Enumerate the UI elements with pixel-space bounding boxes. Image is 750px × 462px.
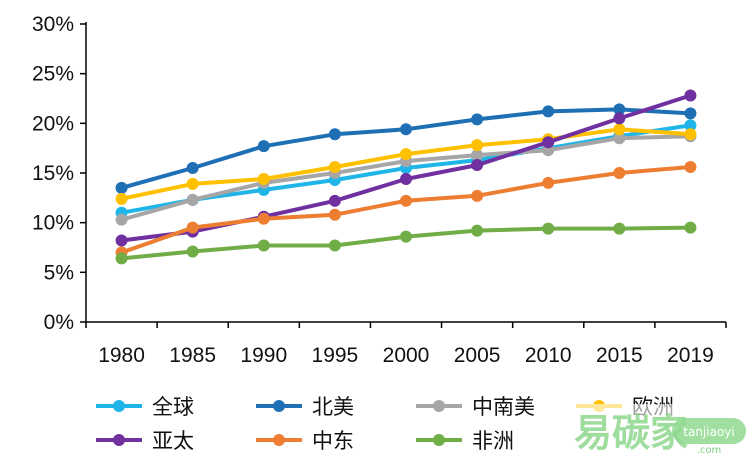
data-point xyxy=(613,222,626,235)
data-point xyxy=(115,192,128,205)
x-tick-label: 2015 xyxy=(596,344,643,367)
data-point xyxy=(328,128,341,141)
legend-item: 非洲 xyxy=(416,429,514,453)
data-point xyxy=(684,221,697,234)
legend-swatch-marker xyxy=(273,400,285,412)
legend-label: 非洲 xyxy=(472,429,514,453)
data-point xyxy=(186,177,199,190)
legend-label: 中南美 xyxy=(472,395,535,419)
data-point xyxy=(542,136,555,149)
data-point xyxy=(471,139,484,152)
legend-item: 亚太 xyxy=(96,429,194,453)
data-point xyxy=(542,176,555,189)
y-tick-label: 25% xyxy=(32,63,74,86)
data-point xyxy=(186,162,199,175)
data-point xyxy=(613,132,626,145)
data-point xyxy=(257,212,270,225)
series-1 xyxy=(115,103,697,194)
watermark-chinese: 易碳家 xyxy=(574,411,688,455)
data-point xyxy=(471,159,484,172)
y-tick-label: 20% xyxy=(32,112,74,135)
data-point xyxy=(613,167,626,179)
watermark-url: tanjiaoyi xyxy=(683,425,734,439)
legend-swatch-marker xyxy=(433,434,445,446)
data-point xyxy=(257,239,270,252)
legend-label: 亚太 xyxy=(152,429,194,453)
data-point xyxy=(186,193,199,206)
data-point xyxy=(115,213,128,226)
legend-label: 全球 xyxy=(152,395,194,419)
legend-swatch-marker xyxy=(273,434,285,446)
data-point xyxy=(471,149,484,162)
legend-swatch-marker xyxy=(113,434,125,446)
data-point xyxy=(613,112,626,125)
data-point xyxy=(542,105,555,118)
data-point xyxy=(613,123,626,136)
data-point xyxy=(328,239,341,252)
y-tick-label: 10% xyxy=(32,212,74,235)
legend-label: 中东 xyxy=(312,429,354,453)
legend-item: 北美 xyxy=(256,395,354,419)
y-tick-label: 30% xyxy=(32,13,74,36)
series-5 xyxy=(115,161,697,259)
x-tick-label: 1990 xyxy=(240,344,287,367)
data-point xyxy=(471,224,484,237)
x-tick-label: 2005 xyxy=(454,344,501,367)
data-point xyxy=(257,172,270,185)
x-tick-label: 2019 xyxy=(667,344,714,367)
y-tick-label: 15% xyxy=(32,162,74,185)
legend-swatch-marker xyxy=(433,400,445,412)
data-point xyxy=(257,140,270,153)
x-tick-label: 1985 xyxy=(169,344,216,367)
y-tick-label: 0% xyxy=(44,311,74,334)
data-point xyxy=(328,161,341,174)
data-point xyxy=(684,119,697,132)
data-point xyxy=(684,89,697,102)
data-point xyxy=(186,221,199,234)
x-tick-label: 1995 xyxy=(312,344,359,367)
y-tick-label: 5% xyxy=(44,261,74,284)
data-point xyxy=(186,245,199,258)
data-point xyxy=(115,181,128,194)
data-point xyxy=(115,234,128,247)
watermark-domain: .com xyxy=(697,445,722,456)
data-point xyxy=(542,222,555,235)
data-point xyxy=(613,103,626,116)
legend-item: 中南美 xyxy=(416,395,535,419)
axes: 0% 5% 10% 15% 20% 25% 30% 1980 1985 1990 1995 2000 2… xyxy=(32,13,727,367)
data-point xyxy=(684,107,697,120)
data-point xyxy=(684,161,697,174)
data-point xyxy=(471,189,484,202)
x-tick-label: 1980 xyxy=(98,344,145,367)
legend-item: 中东 xyxy=(256,429,354,453)
data-point xyxy=(328,208,341,221)
legend-label: 北美 xyxy=(312,395,354,419)
data-point xyxy=(400,230,412,243)
data-point xyxy=(400,123,412,136)
series-6 xyxy=(115,221,697,265)
data-point xyxy=(115,252,128,265)
data-point xyxy=(400,172,412,185)
x-tick-label: 2010 xyxy=(525,344,572,367)
legend-item: 全球 xyxy=(96,395,194,419)
watermark-url-pill xyxy=(672,418,746,444)
data-point xyxy=(471,113,484,126)
data-point xyxy=(328,194,341,207)
series-layer xyxy=(115,89,697,265)
data-point xyxy=(400,148,412,161)
x-tick-label: 2000 xyxy=(383,344,430,367)
data-point xyxy=(400,194,412,207)
data-point xyxy=(684,128,697,141)
legend-swatch-marker xyxy=(113,400,125,412)
